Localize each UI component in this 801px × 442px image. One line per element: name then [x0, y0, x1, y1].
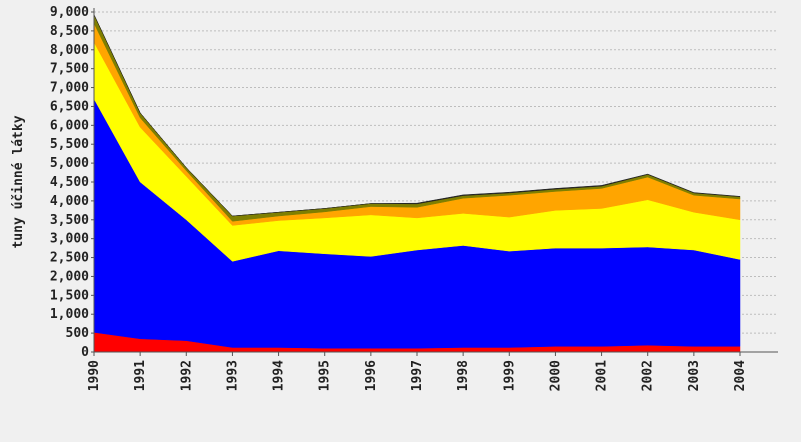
x-tick-label-6: 1996 — [364, 360, 379, 391]
x-tick-label-4: 1994 — [272, 360, 287, 391]
y-tick-label-16: 8,000 — [50, 43, 89, 58]
x-tick-label-7: 1997 — [410, 360, 425, 391]
x-tick-label-3: 1993 — [225, 360, 240, 391]
x-tick-label-14: 2004 — [733, 360, 748, 391]
y-tick-label-12: 6,000 — [50, 118, 89, 133]
y-tick-label-18: 9,000 — [50, 5, 89, 20]
x-tick-label-9: 1999 — [502, 360, 517, 391]
y-tick-label-3: 1,500 — [50, 288, 89, 303]
x-tick-labels: 1990 1991 1992 1993 1994 1995 1996 1997 1998 1999… — [87, 360, 748, 391]
y-tick-label-1: 500 — [66, 326, 90, 341]
y-tick-label-0: 0 — [81, 345, 89, 360]
x-tick-label-1: 1991 — [133, 360, 148, 391]
x-tick-label-5: 1995 — [318, 360, 333, 391]
y-tick-label-14: 7,000 — [50, 81, 89, 96]
y-tick-label-6: 3,000 — [50, 232, 89, 247]
x-tick-label-11: 2001 — [595, 360, 610, 391]
series-area-5 — [93, 14, 741, 217]
y-tick-label-17: 8,500 — [50, 24, 89, 39]
y-tick-label-10: 5,000 — [50, 156, 89, 171]
axes — [91, 8, 778, 356]
x-tick-label-8: 1998 — [456, 360, 471, 391]
y-tick-label-9: 4,500 — [50, 175, 89, 190]
x-tick-label-10: 2000 — [548, 360, 563, 391]
x-tick-label-12: 2002 — [641, 360, 656, 391]
y-tick-label-13: 6,500 — [50, 99, 89, 114]
y-tick-label-8: 4,000 — [50, 194, 89, 209]
x-tick-label-0: 1990 — [87, 360, 102, 391]
y-tick-label-2: 1,000 — [50, 307, 89, 322]
y-tick-label-5: 2,500 — [50, 251, 89, 266]
y-tick-label-4: 2,000 — [50, 269, 89, 284]
series-areas — [93, 14, 741, 353]
x-tick-label-2: 1992 — [179, 360, 194, 391]
y-axis-label: tuny účinné látky — [11, 115, 26, 248]
y-tick-label-7: 3,500 — [50, 213, 89, 228]
x-tick-label-13: 2003 — [687, 360, 702, 391]
y-tick-labels: 0 500 1,000 1,500 2,000 2,500 3,000 3,500 4,000 4… — [50, 5, 89, 360]
y-tick-label-11: 5,500 — [50, 137, 89, 152]
y-tick-label-15: 7,500 — [50, 62, 89, 77]
